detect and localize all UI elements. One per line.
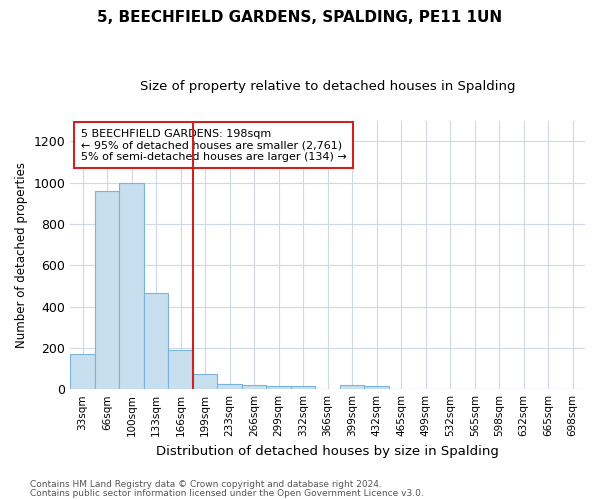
Bar (217, 384, 242, 389)
Bar (242, 385, 266, 389)
Text: 5, BEECHFIELD GARDENS, SPALDING, PE11 1UN: 5, BEECHFIELD GARDENS, SPALDING, PE11 1U… (97, 10, 503, 25)
Bar (144, 293, 169, 389)
Bar (70, 354, 95, 389)
Bar (95, 191, 119, 389)
Title: Size of property relative to detached houses in Spalding: Size of property relative to detached ho… (140, 80, 515, 93)
Text: Contains public sector information licensed under the Open Government Licence v3: Contains public sector information licen… (30, 488, 424, 498)
Bar (291, 386, 316, 389)
Bar (266, 386, 291, 389)
Bar (193, 374, 217, 389)
Bar (340, 386, 364, 389)
Bar (119, 182, 144, 389)
X-axis label: Distribution of detached houses by size in Spalding: Distribution of detached houses by size … (156, 444, 499, 458)
Text: 5 BEECHFIELD GARDENS: 198sqm
← 95% of detached houses are smaller (2,761)
5% of : 5 BEECHFIELD GARDENS: 198sqm ← 95% of de… (80, 128, 346, 162)
Bar (364, 386, 389, 389)
Y-axis label: Number of detached properties: Number of detached properties (15, 162, 28, 348)
Bar (169, 350, 193, 389)
Text: Contains HM Land Registry data © Crown copyright and database right 2024.: Contains HM Land Registry data © Crown c… (30, 480, 382, 489)
